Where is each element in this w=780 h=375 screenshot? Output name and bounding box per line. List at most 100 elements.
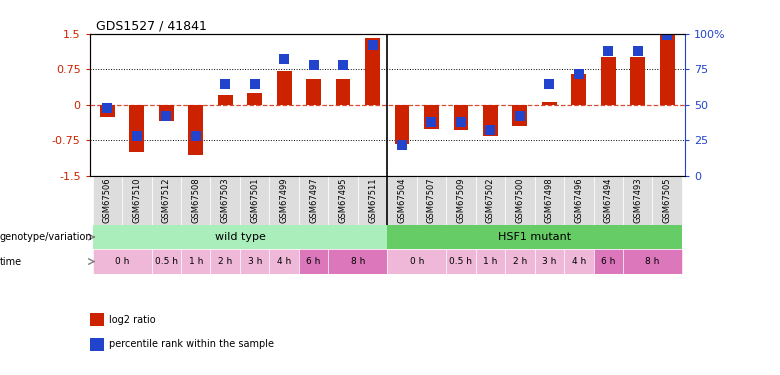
Bar: [652, 176, 682, 225]
Bar: [129, 105, 144, 152]
Text: GSM67493: GSM67493: [633, 178, 642, 223]
Point: [337, 62, 349, 68]
Point: [307, 62, 320, 68]
Text: GSM67508: GSM67508: [191, 178, 200, 223]
Bar: [240, 176, 269, 225]
Point: [661, 32, 673, 38]
Point: [190, 133, 202, 139]
Text: time: time: [0, 256, 22, 267]
Bar: [211, 176, 240, 225]
Point: [602, 48, 615, 54]
Text: genotype/variation: genotype/variation: [0, 232, 93, 242]
Bar: [328, 176, 358, 225]
Text: log2 ratio: log2 ratio: [109, 315, 156, 325]
Bar: [365, 38, 380, 105]
Point: [160, 113, 172, 119]
Text: GSM67503: GSM67503: [221, 178, 230, 223]
Text: 8 h: 8 h: [351, 257, 365, 266]
Point: [219, 81, 232, 87]
Point: [455, 119, 467, 125]
Text: GSM67504: GSM67504: [398, 178, 406, 223]
Bar: [93, 176, 122, 225]
Text: 6 h: 6 h: [601, 257, 615, 266]
Bar: [93, 249, 151, 274]
Bar: [572, 74, 586, 105]
Text: GSM67500: GSM67500: [516, 178, 524, 223]
Bar: [335, 79, 350, 105]
Text: 1 h: 1 h: [483, 257, 498, 266]
Bar: [512, 105, 527, 126]
Text: GSM67510: GSM67510: [133, 178, 141, 223]
Point: [249, 81, 261, 87]
Bar: [660, 35, 675, 105]
Bar: [100, 105, 115, 117]
Bar: [93, 225, 387, 249]
Text: GSM67496: GSM67496: [574, 178, 583, 223]
Bar: [181, 249, 211, 274]
Text: 0 h: 0 h: [115, 257, 129, 266]
Text: 2 h: 2 h: [512, 257, 527, 266]
Bar: [601, 57, 615, 105]
Text: GSM67499: GSM67499: [280, 178, 289, 223]
Text: 4 h: 4 h: [572, 257, 586, 266]
Bar: [151, 249, 181, 274]
Point: [395, 142, 408, 148]
Bar: [476, 249, 505, 274]
Text: wild type: wild type: [215, 232, 265, 242]
Text: GSM67505: GSM67505: [663, 178, 672, 223]
Text: GSM67507: GSM67507: [427, 178, 436, 223]
Bar: [534, 249, 564, 274]
Bar: [453, 105, 468, 129]
Bar: [211, 249, 240, 274]
Point: [278, 56, 290, 62]
Bar: [122, 176, 151, 225]
Text: GSM67497: GSM67497: [309, 178, 318, 223]
Bar: [417, 176, 446, 225]
Point: [425, 119, 438, 125]
Point: [367, 42, 379, 48]
Point: [101, 105, 114, 111]
Bar: [564, 176, 594, 225]
Bar: [269, 249, 299, 274]
Bar: [564, 249, 594, 274]
Text: 6 h: 6 h: [307, 257, 321, 266]
Bar: [151, 176, 181, 225]
Text: 0.5 h: 0.5 h: [449, 257, 473, 266]
Bar: [328, 249, 387, 274]
Bar: [358, 176, 387, 225]
Text: GSM67495: GSM67495: [339, 178, 348, 223]
Bar: [189, 105, 203, 154]
Text: GDS1527 / 41841: GDS1527 / 41841: [96, 20, 207, 33]
Bar: [240, 249, 269, 274]
Bar: [483, 105, 498, 136]
Text: 0 h: 0 h: [410, 257, 424, 266]
Text: percentile rank within the sample: percentile rank within the sample: [109, 339, 275, 349]
Bar: [387, 225, 682, 249]
Bar: [594, 249, 623, 274]
Bar: [387, 249, 446, 274]
Point: [130, 133, 143, 139]
Point: [513, 113, 526, 119]
Text: HSF1 mutant: HSF1 mutant: [498, 232, 571, 242]
Text: 0.5 h: 0.5 h: [154, 257, 178, 266]
Bar: [424, 105, 439, 129]
Bar: [387, 176, 417, 225]
Text: 3 h: 3 h: [247, 257, 262, 266]
Text: 8 h: 8 h: [645, 257, 660, 266]
Text: GSM67494: GSM67494: [604, 178, 613, 223]
Bar: [476, 176, 505, 225]
Text: 3 h: 3 h: [542, 257, 556, 266]
Text: GSM67512: GSM67512: [161, 178, 171, 223]
Text: GSM67498: GSM67498: [544, 178, 554, 223]
Bar: [277, 71, 292, 105]
Text: GSM67509: GSM67509: [456, 178, 466, 223]
Text: 1 h: 1 h: [189, 257, 203, 266]
Bar: [159, 105, 174, 122]
Bar: [299, 249, 328, 274]
Text: GSM67506: GSM67506: [103, 178, 112, 223]
Point: [543, 81, 555, 87]
Bar: [446, 176, 476, 225]
Text: 2 h: 2 h: [218, 257, 232, 266]
Text: GSM67511: GSM67511: [368, 178, 377, 223]
Bar: [623, 249, 682, 274]
